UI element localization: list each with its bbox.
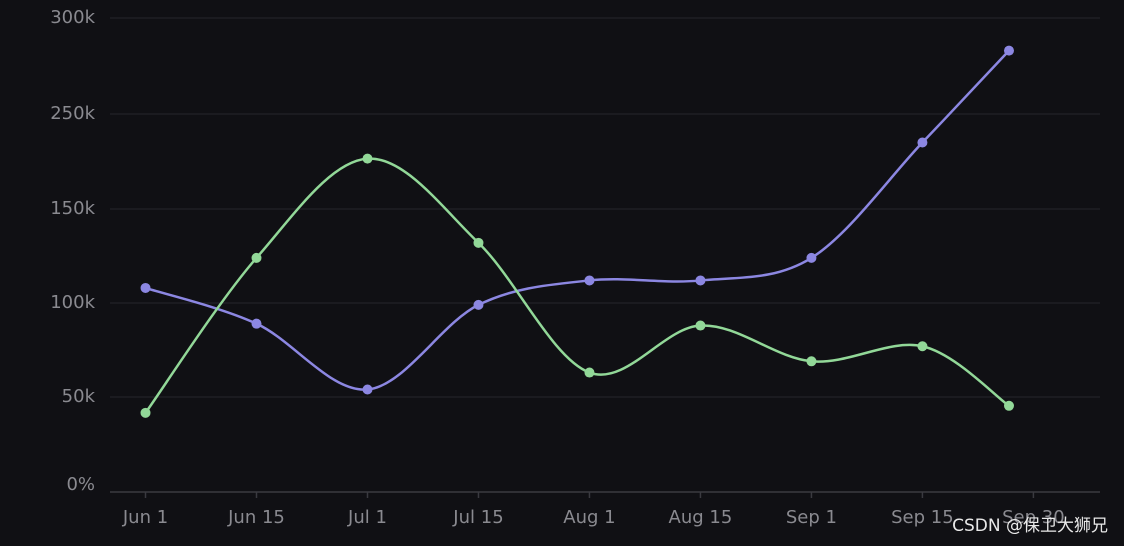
- data-point: [473, 237, 484, 248]
- x-tick-label: Sep 1: [786, 507, 837, 528]
- data-point: [1003, 45, 1014, 56]
- y-tick-label: 50k: [62, 386, 96, 407]
- data-point: [806, 252, 817, 263]
- data-point: [584, 275, 595, 286]
- data-point: [362, 384, 373, 395]
- y-tick-label: 300k: [50, 7, 95, 28]
- y-tick-label: 250k: [50, 103, 95, 124]
- data-point: [584, 367, 595, 378]
- y-tick-label: 100k: [50, 292, 95, 313]
- series-line: [144, 157, 1010, 414]
- y-tick-label: 150k: [50, 198, 95, 219]
- data-point: [251, 252, 262, 263]
- x-tick-label: Jun 15: [227, 507, 285, 528]
- data-point: [362, 153, 373, 164]
- data-point: [1003, 400, 1014, 411]
- x-tick-label: Jul 15: [452, 507, 503, 528]
- x-tick-label: Sep 30: [1002, 507, 1065, 528]
- watermark: CSDN @保卫大狮兄: [952, 516, 1108, 536]
- data-point: [251, 318, 262, 329]
- x-tick-label: Aug 1: [563, 507, 615, 528]
- x-tick-label: Jul 1: [347, 507, 387, 528]
- data-point: [917, 137, 928, 148]
- data-point: [695, 275, 706, 286]
- data-point: [806, 356, 817, 367]
- x-tick-label: Jun 1: [122, 507, 168, 528]
- x-tick-label: Sep 15: [891, 507, 954, 528]
- data-point: [140, 407, 151, 418]
- data-point: [473, 299, 484, 310]
- data-point: [695, 320, 706, 331]
- y-tick-label: 0%: [66, 474, 95, 495]
- x-tick-label: Aug 15: [669, 507, 733, 528]
- data-point: [140, 282, 151, 293]
- data-point: [917, 341, 928, 352]
